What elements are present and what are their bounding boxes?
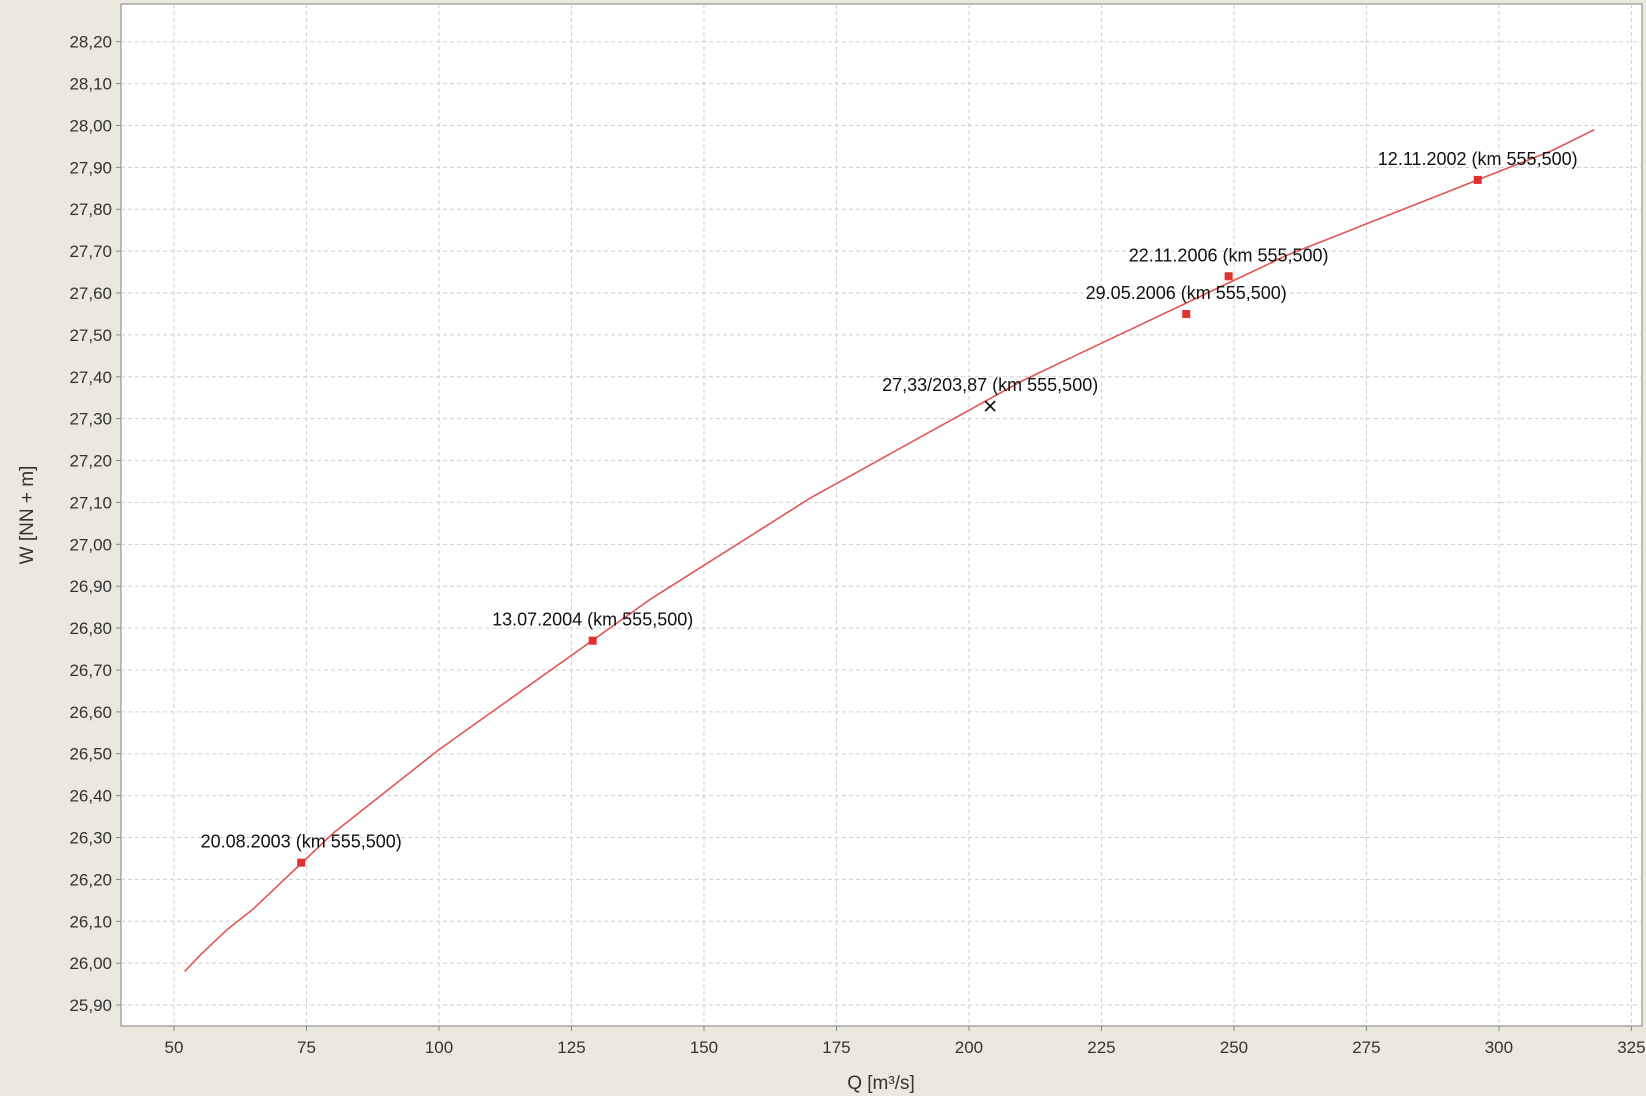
y-tick-label: 26,00 (69, 954, 112, 973)
plot-area (120, 3, 1643, 1027)
x-tick-label: 300 (1485, 1038, 1513, 1057)
measurement-point-marker (1224, 272, 1233, 281)
x-tick-label: 125 (557, 1038, 585, 1057)
y-tick-label: 26,90 (69, 577, 112, 596)
y-tick-label: 27,20 (69, 452, 112, 471)
x-tick-label: 175 (822, 1038, 850, 1057)
y-tick-label: 26,70 (69, 661, 112, 680)
series-layer (184, 128, 1595, 973)
x-tick-label: 275 (1352, 1038, 1380, 1057)
y-tick-label: 28,00 (69, 116, 112, 135)
x-tick-label: 200 (955, 1038, 983, 1057)
y-tick-label: 26,30 (69, 829, 112, 848)
x-tick-label: 150 (690, 1038, 718, 1057)
y-tick-label: 27,10 (69, 493, 112, 512)
y-tick-label: 27,30 (69, 410, 112, 429)
y-tick-label: 26,20 (69, 870, 112, 889)
x-tick-label: 50 (165, 1038, 184, 1057)
x-axis-title: Q [m³/s] (847, 1073, 915, 1094)
point-label: 20.08.2003 (km 555,500) (201, 832, 402, 852)
x-tick-label: 225 (1087, 1038, 1115, 1057)
y-tick-label: 27,40 (69, 368, 112, 387)
y-tick-label: 27,00 (69, 535, 112, 554)
x-tick-label: 75 (297, 1038, 316, 1057)
rating-curve-line (184, 128, 1595, 973)
point-label: 29.05.2006 (km 555,500) (1086, 283, 1287, 303)
y-tick-label: 26,60 (69, 703, 112, 722)
calculated-point-marker (984, 400, 996, 412)
y-tick-label: 28,10 (69, 75, 112, 94)
x-tick-label: 325 (1617, 1038, 1645, 1057)
y-tick-label: 26,50 (69, 745, 112, 764)
y-tick-label: 26,40 (69, 787, 112, 806)
measurement-point-marker (1182, 309, 1191, 318)
y-tick-label: 27,80 (69, 200, 112, 219)
y-tick-label: 26,10 (69, 912, 112, 931)
point-label: 12.11.2002 (km 555,500) (1378, 149, 1578, 169)
y-tick-label: 27,90 (69, 158, 112, 177)
y-axis: 25,90 26,00 26,10 26,20 26,30 26,40 26,50 26,60… (69, 33, 121, 1015)
point-label: 13.07.2004 (km 555,500) (492, 610, 693, 630)
points-layer: 20.08.2003 (km 555,500) 13.07.2004 (km 55… (201, 149, 1578, 867)
grid (121, 4, 1642, 1026)
point-label: 27,33/203,87 (km 555,500) (882, 375, 1098, 395)
measurement-point-marker (588, 636, 597, 645)
y-tick-label: 27,70 (69, 242, 112, 261)
x-axis: 50 75 100 125 150 175 200 225 250 275 300 325 (165, 1026, 1646, 1057)
x-tick-label: 250 (1220, 1038, 1248, 1057)
point-label: 22.11.2006 (km 555,500) (1129, 245, 1329, 265)
y-tick-label: 28,20 (69, 33, 112, 52)
y-tick-label: 27,60 (69, 284, 112, 303)
y-tick-label: 26,80 (69, 619, 112, 638)
y-tick-label: 27,50 (69, 326, 112, 345)
measurement-point-marker (297, 858, 306, 867)
y-axis-title: W [NN + m] (17, 466, 38, 565)
measurement-point-marker (1473, 175, 1482, 184)
x-tick-label: 100 (425, 1038, 453, 1057)
y-tick-label: 25,90 (69, 996, 112, 1015)
